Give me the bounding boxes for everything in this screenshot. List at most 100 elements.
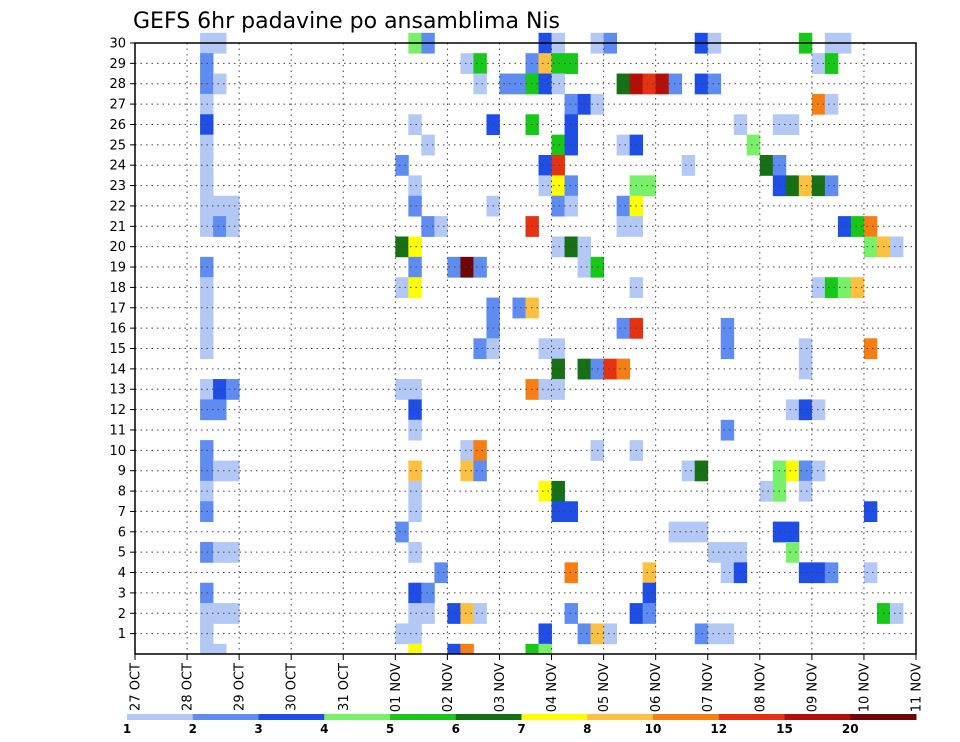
heatmap-cell	[395, 521, 409, 543]
heatmap-cell	[798, 562, 813, 584]
x-tick-label: 07 NOV	[701, 663, 716, 712]
heatmap-cell	[408, 480, 422, 502]
heatmap-cell	[616, 358, 631, 380]
y-tick-label: 4	[118, 566, 126, 581]
heatmap-cell	[863, 338, 878, 360]
heatmap-cell	[408, 399, 422, 421]
x-tick-label: 27 OCT	[129, 663, 144, 711]
heatmap-cell	[447, 643, 461, 655]
colorbar-legend: 1 2 3 4 5 6 7 8 10 12 15 20	[123, 714, 917, 736]
colorbar-segment	[521, 714, 588, 720]
heatmap-cell	[642, 582, 657, 604]
y-tick-label: 3	[118, 586, 126, 601]
heatmap-cell	[213, 399, 227, 421]
heatmap-cell	[681, 460, 696, 482]
heatmap-cell	[720, 419, 735, 441]
y-tick-label: 15	[109, 342, 126, 357]
colorbar-segment	[653, 714, 720, 720]
heatmap-cell	[408, 460, 422, 482]
heatmap-cell	[473, 53, 487, 74]
heatmap-cell	[473, 460, 487, 482]
y-tick-label: 24	[109, 159, 126, 174]
heatmap-cell	[577, 358, 591, 380]
heatmap-cell	[603, 623, 618, 645]
heatmap-cell	[720, 562, 735, 584]
heatmap-cell	[603, 358, 618, 380]
heatmap-cell	[681, 521, 696, 543]
heatmap-cell	[811, 175, 826, 197]
heatmap-cell	[473, 440, 487, 461]
y-tick-label: 26	[109, 118, 126, 133]
x-tick-label: 30 OCT	[285, 663, 300, 711]
heatmap-cell	[499, 73, 513, 95]
heatmap-cell	[564, 134, 578, 156]
heatmap-cell	[460, 256, 474, 278]
heatmap-cell	[408, 236, 422, 258]
heatmap-cell	[512, 297, 526, 319]
heatmap-cell	[811, 277, 826, 298]
x-tick-label: 09 NOV	[805, 663, 820, 712]
heatmap-cell	[694, 73, 709, 95]
heatmap-cell	[551, 73, 565, 95]
heatmap-cell	[408, 623, 422, 645]
heatmap-cell	[642, 175, 657, 197]
y-tick-label: 8	[118, 485, 126, 500]
heatmap-cell	[226, 379, 240, 400]
heatmap-cell	[434, 562, 448, 584]
heatmap-cell	[434, 216, 448, 237]
heatmap-cell	[564, 93, 578, 115]
heatmap-cell	[200, 643, 214, 655]
heatmap-cell	[551, 338, 565, 360]
heatmap-cell	[213, 603, 227, 624]
heatmap-cell	[538, 53, 552, 74]
y-tick-label: 28	[109, 77, 126, 92]
x-tick-label: 31 OCT	[337, 663, 352, 711]
heatmap-cell	[564, 195, 578, 217]
heatmap-cell	[824, 277, 839, 298]
heatmap-cell	[811, 93, 826, 115]
colorbar-tick-label: 12	[710, 722, 727, 736]
y-tick-label: 7	[118, 505, 126, 520]
heatmap-cell	[538, 379, 552, 400]
heatmap-cell	[577, 93, 591, 115]
heatmap-cell	[811, 460, 826, 482]
colorbar-segment	[784, 714, 851, 720]
heatmap-cell	[798, 338, 813, 360]
x-tick-label: 29 OCT	[233, 663, 248, 711]
y-tick-label: 5	[118, 546, 126, 561]
x-tick-label: 05 NOV	[597, 663, 612, 712]
heatmap-cell	[564, 562, 578, 584]
heatmap-cell	[551, 155, 565, 176]
colorbar-tick-label: 1	[123, 722, 131, 736]
heatmap-cell	[460, 643, 474, 655]
y-tick-label: 13	[109, 383, 126, 398]
heatmap-cell	[213, 643, 227, 655]
heatmap-cell	[616, 134, 631, 156]
colorbar-segment	[587, 714, 654, 720]
heatmap-cell	[616, 195, 631, 217]
heatmap-cell	[863, 236, 878, 258]
heatmap-cell	[226, 541, 240, 563]
y-tick-label: 14	[109, 362, 126, 377]
heatmap-cell	[226, 216, 240, 237]
heatmap-cell	[395, 379, 409, 400]
heatmap-cell	[408, 114, 422, 136]
y-tick-label: 25	[109, 138, 126, 153]
heatmap-cell	[538, 338, 552, 360]
heatmap-cell	[512, 73, 526, 95]
heatmap-cell	[720, 623, 735, 645]
y-tick-label: 9	[118, 464, 126, 479]
colorbar-segment	[258, 714, 325, 720]
heatmap-cell	[538, 643, 552, 655]
heatmap-cell	[551, 134, 565, 156]
colorbar-segment	[718, 714, 785, 720]
heatmap-cell	[460, 53, 474, 74]
heatmap-cell	[889, 236, 904, 258]
x-tick-label: 02 NOV	[441, 663, 456, 712]
y-tick-label: 17	[109, 301, 126, 316]
heatmap-cell	[824, 175, 839, 197]
colorbar-segment	[127, 714, 194, 720]
x-tick-label: 03 NOV	[493, 663, 508, 712]
heatmap-cell	[408, 603, 422, 624]
chart-title: GEFS 6hr padavine po ansamblima Nis	[133, 9, 560, 34]
